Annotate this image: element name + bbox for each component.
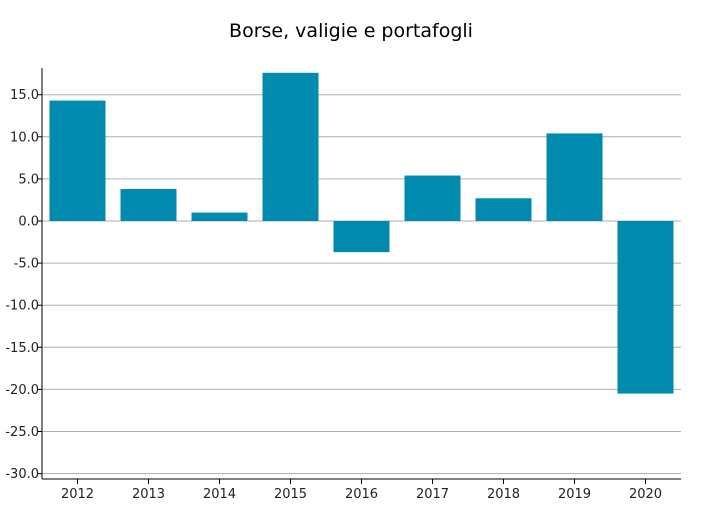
y-tick-labels: -30.0 -25.0 -20.0 -15.0 -10.0 -5.0 0.0 5.0 10.0 1… <box>5 88 39 482</box>
bar-2018 <box>475 198 532 221</box>
x-tick-label: 2018 <box>487 487 520 502</box>
x-tick-labels: 2012 2013 2014 2015 2016 2017 2018 2019 2020 <box>61 487 662 502</box>
y-tick-label: -5.0 <box>14 257 39 272</box>
x-tick-label: 2020 <box>629 487 662 502</box>
bar-2016 <box>333 221 390 253</box>
axes <box>37 68 681 484</box>
y-tick-label: -10.0 <box>5 299 39 314</box>
x-tick-label: 2012 <box>61 487 94 502</box>
x-tick-label: 2019 <box>558 487 591 502</box>
bar-2015 <box>262 72 319 221</box>
y-tick-label: -25.0 <box>5 425 39 440</box>
y-tick-label: 5.0 <box>18 172 39 187</box>
x-tick-label: 2013 <box>132 487 165 502</box>
x-tick-label: 2015 <box>274 487 307 502</box>
x-tick-label: 2017 <box>416 487 449 502</box>
bar-2014 <box>191 212 248 221</box>
bar-2012 <box>49 100 106 221</box>
y-tick-label: 15.0 <box>10 88 39 103</box>
y-tick-label: -30.0 <box>5 467 39 482</box>
x-tick-label: 2016 <box>345 487 378 502</box>
y-tick-label: -15.0 <box>5 341 39 356</box>
bar-2020 <box>617 221 674 394</box>
chart-title: Borse, valigie e portafogli <box>229 20 473 42</box>
bar-2019 <box>546 133 603 221</box>
x-tick-label: 2014 <box>203 487 236 502</box>
y-tick-label: 0.0 <box>18 215 39 230</box>
y-tick-label: -20.0 <box>5 383 39 398</box>
bar-2017 <box>404 175 461 221</box>
bars <box>49 72 674 394</box>
y-tick-label: 10.0 <box>10 130 39 145</box>
bar-2013 <box>120 189 177 221</box>
